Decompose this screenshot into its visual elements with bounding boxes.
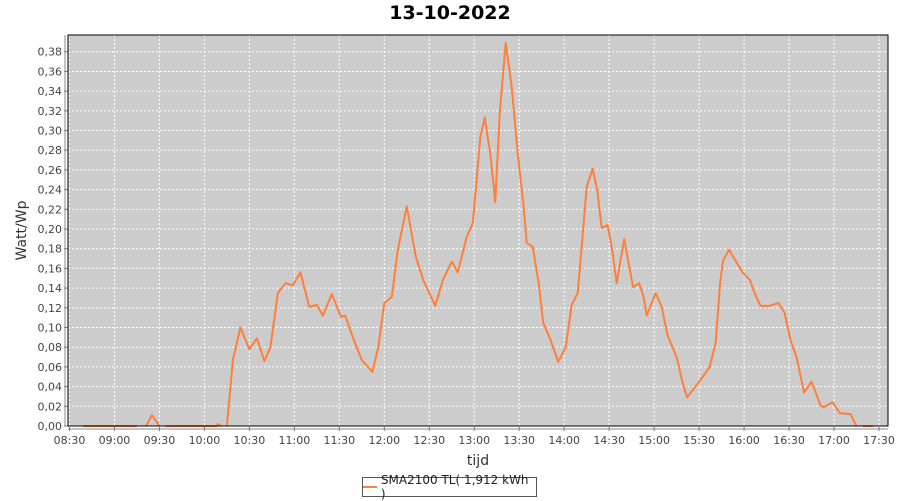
x-tick-label: 11:30 [323,434,355,447]
x-tick-label: 16:30 [773,434,805,447]
x-tick-label: 13:00 [458,434,490,447]
y-tick-label: 0,02 [38,400,63,413]
y-tick-label: 0,06 [38,361,63,374]
y-tick-label: 0,18 [38,243,63,256]
x-tick-label: 12:30 [413,434,445,447]
x-tick-label: 10:30 [234,434,266,447]
x-tick-label: 09:00 [99,434,131,447]
y-tick-label: 0,30 [38,125,63,138]
chart-title: 13-10-2022 [389,2,511,24]
legend-swatch [363,486,377,488]
x-tick-label: 17:00 [818,434,850,447]
y-axis-label: Watt/Wp [14,200,30,260]
y-tick-label: 0,04 [38,381,63,394]
x-tick-label: 13:30 [503,434,535,447]
y-tick-label: 0,22 [38,203,63,216]
y-tick-label: 0,12 [38,302,63,315]
y-tick-label: 0,34 [38,85,63,98]
x-tick-label: 17:30 [863,434,895,447]
y-tick-label: 0,38 [38,46,63,59]
x-tick-label: 14:00 [548,434,580,447]
legend-label: SMA2100 TL( 1,912 kWh ) [380,473,529,501]
series-line-segment [225,41,858,427]
y-tick-label: 0,24 [38,184,63,197]
x-tick-label: 16:00 [728,434,760,447]
y-tick-label: 0,28 [38,144,63,157]
x-tick-label: 14:30 [593,434,625,447]
x-tick-label: 08:30 [54,434,86,447]
y-tick-label: 0,10 [38,322,63,335]
legend: SMA2100 TL( 1,912 kWh ) [362,473,537,501]
x-tick-label: 15:30 [683,434,715,447]
series-line-segment [145,414,161,427]
y-tick-label: 0,00 [38,420,63,433]
y-tick-label: 0,20 [38,223,63,236]
y-tick-label: 0,26 [38,164,63,177]
x-tick-label: 15:00 [638,434,670,447]
plot-border [67,34,889,427]
x-tick-label: 09:30 [144,434,176,447]
y-tick-label: 0,36 [38,65,63,78]
x-tick-label: 10:00 [189,434,221,447]
y-tick-label: 0,08 [38,341,63,354]
y-tick-label: 0,14 [38,282,63,295]
y-tick-label: 0,32 [38,105,63,118]
y-tick-label: 0,16 [38,262,63,275]
x-tick-label: 11:00 [279,434,311,447]
x-tick-label: 12:00 [368,434,400,447]
x-axis-label: tijd [467,453,489,469]
